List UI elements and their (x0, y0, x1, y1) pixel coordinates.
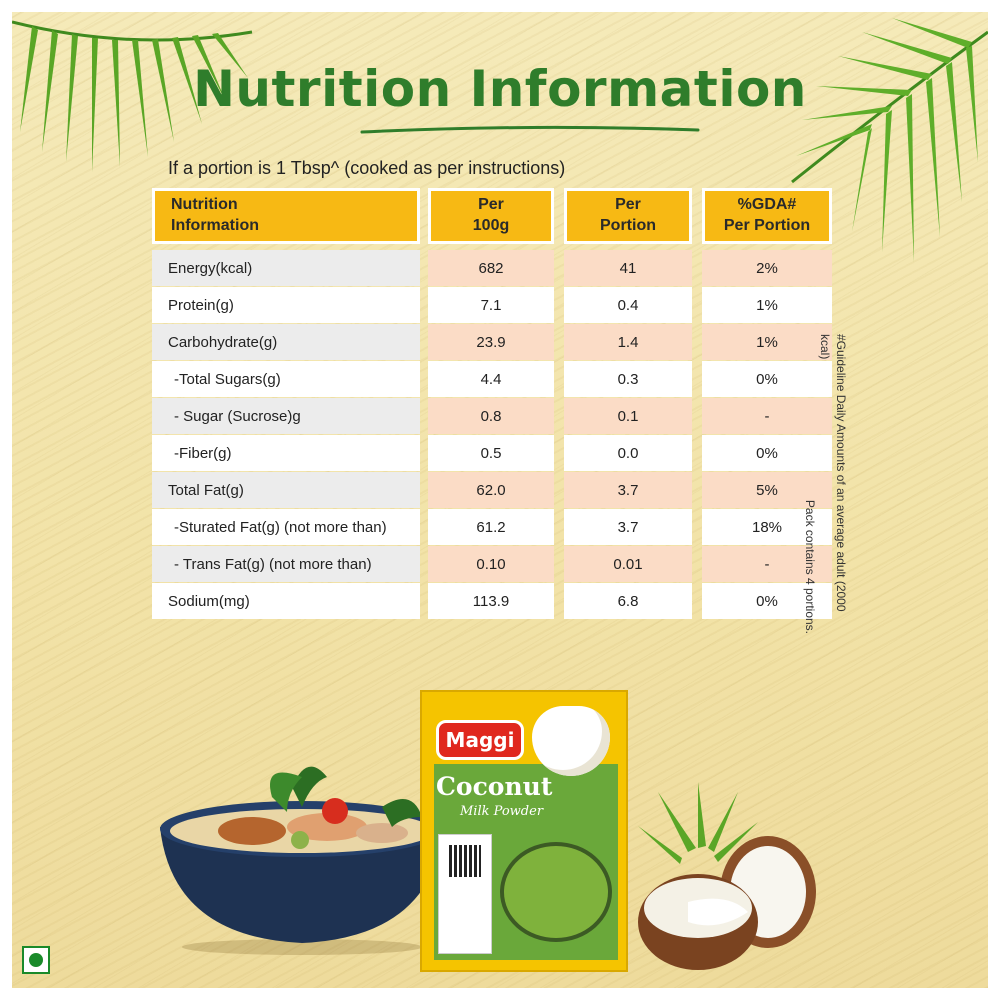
table-row: Carbohydrate(g) 23.9 1.4 1% (152, 324, 832, 360)
per-100g-value: 61.2 (428, 509, 554, 545)
per-100g-value: 62.0 (428, 472, 554, 508)
per-portion-value: 3.7 (564, 509, 692, 545)
brand-logo: Maggi (436, 720, 524, 760)
nutrient-name: -Fiber(g) (152, 435, 420, 471)
product-subname: Milk Powder (460, 804, 544, 819)
per-100g-value: 7.1 (428, 287, 554, 323)
table-row: -Fiber(g) 0.5 0.0 0% (152, 435, 832, 471)
coconut-icon (638, 782, 816, 970)
palm-leaf-right-icon (791, 18, 988, 262)
table-row: Total Fat(g) 62.0 3.7 5% (152, 472, 832, 508)
nutrient-name: Sodium(mg) (152, 583, 420, 619)
table-row: Protein(g) 7.1 0.4 1% (152, 287, 832, 323)
pack-info-panel (438, 834, 492, 954)
gda-value: - (702, 546, 832, 582)
gda-value: 0% (702, 435, 832, 471)
gda-value: - (702, 398, 832, 434)
palm-leaf-left-icon (12, 20, 253, 172)
per-portion-value: 41 (564, 250, 692, 286)
page-title: Nutrition Information (193, 60, 807, 118)
per-portion-value: 0.0 (564, 435, 692, 471)
gda-value: 1% (702, 324, 832, 360)
nutrient-name: Carbohydrate(g) (152, 324, 420, 360)
table-row: -Sturated Fat(g) (not more than) 61.2 3.… (152, 509, 832, 545)
header-per-100g: Per 100g (428, 188, 554, 244)
product-name: Coconut (436, 772, 553, 801)
table-header-row: Nutrition Information Per 100g Per Porti… (152, 188, 832, 244)
gda-footnote-line2: Pack contains 4 portions. (802, 499, 817, 634)
per-100g-value: 0.8 (428, 398, 554, 434)
nutrient-name: -Total Sugars(g) (152, 361, 420, 397)
gda-value: 0% (702, 583, 832, 619)
gda-value: 1% (702, 287, 832, 323)
qr-code-icon (449, 845, 481, 877)
gda-value: 2% (702, 250, 832, 286)
table-row: -Total Sugars(g) 4.4 0.3 0% (152, 361, 832, 397)
nutrient-name: Energy(kcal) (152, 250, 420, 286)
nutrient-name: - Trans Fat(g) (not more than) (152, 546, 420, 582)
portion-note: If a portion is 1 Tbsp^ (cooked as per i… (168, 158, 566, 178)
header-nutrition: Nutrition Information (152, 188, 420, 244)
per-portion-value: 1.4 (564, 324, 692, 360)
per-100g-value: 23.9 (428, 324, 554, 360)
nutrient-name: -Sturated Fat(g) (not more than) (152, 509, 420, 545)
gda-footnote-line1: #Guideline Daily Amounts of an average a… (818, 334, 848, 612)
gda-value: 18% (702, 509, 832, 545)
gda-value: 5% (702, 472, 832, 508)
pack-curry-image (500, 842, 612, 942)
per-100g-value: 682 (428, 250, 554, 286)
table-row: - Sugar (Sucrose)g 0.8 0.1 - (152, 398, 832, 434)
gda-value: 0% (702, 361, 832, 397)
title-underline (360, 125, 700, 134)
veg-mark-icon (22, 946, 50, 974)
per-portion-value: 0.3 (564, 361, 692, 397)
header-gda: %GDA# Per Portion (702, 188, 832, 244)
per-portion-value: 3.7 (564, 472, 692, 508)
nutrition-panel: Nutrition Information If a portion is 1 … (12, 12, 988, 988)
per-portion-value: 0.1 (564, 398, 692, 434)
per-portion-value: 6.8 (564, 583, 692, 619)
curry-bowl-icon (160, 766, 444, 955)
nutrient-name: - Sugar (Sucrose)g (152, 398, 420, 434)
header-per-portion: Per Portion (564, 188, 692, 244)
table-row: Sodium(mg) 113.9 6.8 0% (152, 583, 832, 619)
per-100g-value: 113.9 (428, 583, 554, 619)
per-portion-value: 0.01 (564, 546, 692, 582)
nutrient-name: Protein(g) (152, 287, 420, 323)
per-100g-value: 0.5 (428, 435, 554, 471)
pack-coconut-milk-stream (532, 706, 610, 776)
product-pack: Maggi Coconut Milk Powder (420, 690, 628, 972)
table-row: Energy(kcal) 682 41 2% (152, 250, 832, 286)
nutrient-name: Total Fat(g) (152, 472, 420, 508)
table-row: - Trans Fat(g) (not more than) 0.10 0.01… (152, 546, 832, 582)
per-portion-value: 0.4 (564, 287, 692, 323)
per-100g-value: 0.10 (428, 546, 554, 582)
gda-footnote: #Guideline Daily Amounts of an average a… (803, 334, 848, 634)
per-100g-value: 4.4 (428, 361, 554, 397)
